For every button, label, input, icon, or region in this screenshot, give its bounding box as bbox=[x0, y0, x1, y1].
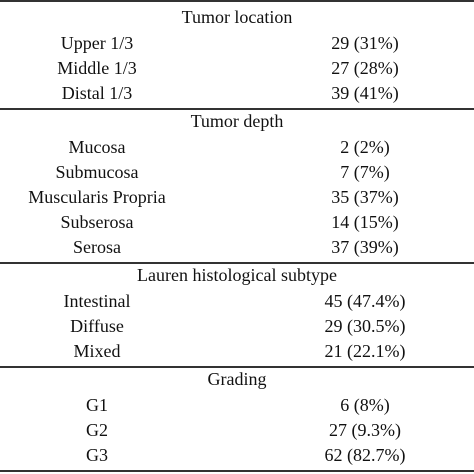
row-value: 14 (15%) bbox=[331, 212, 399, 232]
row-value: 2 (2%) bbox=[340, 137, 390, 157]
row-value: 62 (82.7%) bbox=[324, 445, 406, 465]
row-label: Distal 1/3 bbox=[61, 83, 133, 103]
row-value: 7 (7%) bbox=[340, 162, 390, 182]
row-value: 37 (39%) bbox=[331, 237, 399, 257]
row-value: 27 (28%) bbox=[331, 58, 399, 78]
row-label: Mixed bbox=[73, 341, 121, 361]
section-title: Tumor location bbox=[181, 7, 293, 27]
row-value: 29 (31%) bbox=[331, 33, 399, 53]
section-rule bbox=[0, 108, 474, 110]
row-label: Diffuse bbox=[70, 316, 124, 336]
row-label: Subserosa bbox=[60, 212, 134, 232]
row-label: Mucosa bbox=[68, 137, 126, 157]
section-title: Lauren histological subtype bbox=[137, 265, 337, 285]
section-rule bbox=[0, 470, 474, 472]
row-value: 39 (41%) bbox=[331, 83, 399, 103]
section-rule bbox=[0, 262, 474, 264]
row-label: Intestinal bbox=[63, 291, 131, 311]
row-value: 29 (30.5%) bbox=[324, 316, 406, 336]
row-value: 27 (9.3%) bbox=[329, 420, 401, 440]
section-title: Grading bbox=[207, 369, 267, 389]
row-label: Submucosa bbox=[55, 162, 139, 182]
table-border bbox=[0, 0, 474, 2]
row-value: 45 (47.4%) bbox=[324, 291, 406, 311]
row-value: 35 (37%) bbox=[331, 187, 399, 207]
row-label: Serosa bbox=[73, 237, 121, 257]
row-label: Middle 1/3 bbox=[57, 58, 137, 78]
section-rule bbox=[0, 366, 474, 368]
row-label: G2 bbox=[86, 420, 108, 440]
row-value: 21 (22.1%) bbox=[324, 341, 406, 361]
row-label: Upper 1/3 bbox=[60, 33, 134, 53]
row-label: G1 bbox=[86, 395, 108, 415]
row-label: G3 bbox=[86, 445, 108, 465]
row-value: 6 (8%) bbox=[340, 395, 390, 415]
section-title: Tumor depth bbox=[190, 111, 284, 131]
row-label: Muscularis Propria bbox=[28, 187, 166, 207]
